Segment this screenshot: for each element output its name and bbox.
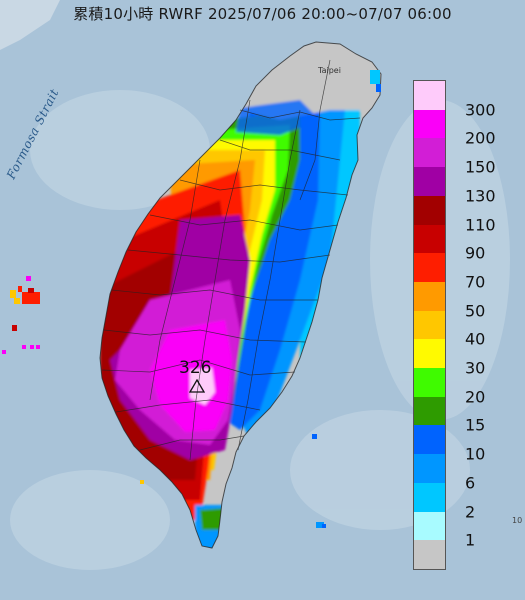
legend-label: 1 xyxy=(465,530,476,550)
legend-label: 30 xyxy=(465,358,486,378)
legend-swatch xyxy=(414,396,445,426)
mainland-coast xyxy=(0,0,60,50)
legend-label: 20 xyxy=(465,387,486,407)
legend-swatch xyxy=(414,138,445,168)
legend-color-bar xyxy=(413,80,446,570)
legend-label: 6 xyxy=(465,473,476,493)
legend-swatch xyxy=(414,167,445,196)
edge-label: 10 xyxy=(512,516,523,525)
map-title: 累積10小時 RWRF 2025/07/06 20:00~07/07 06:00 xyxy=(73,5,452,23)
legend-swatch xyxy=(414,454,445,483)
legend-swatch xyxy=(414,81,445,110)
legend-swatch xyxy=(414,368,445,397)
legend-swatch xyxy=(414,195,445,225)
offshore-islands xyxy=(2,70,381,528)
legend-swatch xyxy=(414,482,445,512)
legend-label: 50 xyxy=(465,301,486,321)
legend-swatch xyxy=(414,310,445,340)
legend-label: 70 xyxy=(465,272,486,292)
legend-swatch xyxy=(414,511,445,541)
legend-label: 150 xyxy=(465,157,496,177)
max-value-label: 326 xyxy=(179,358,212,378)
legend-swatch xyxy=(414,339,445,369)
legend-swatch xyxy=(414,540,445,569)
legend-label: 130 xyxy=(465,186,496,206)
color-legend: 300 200 150 130 110 90 70 50 40 30 20 15 10 6 2 1 xyxy=(413,80,511,570)
legend-swatch xyxy=(414,109,445,139)
city-label: Taipei xyxy=(318,66,341,75)
legend-label: 90 xyxy=(465,243,486,263)
legend-swatch xyxy=(414,425,445,455)
max-triangle-icon xyxy=(189,379,205,393)
legend-swatch xyxy=(414,253,445,282)
boundary-lines xyxy=(99,41,382,549)
legend-label: 200 xyxy=(465,128,496,148)
legend-swatch xyxy=(414,281,445,311)
legend-label: 300 xyxy=(465,100,496,120)
legend-label: 15 xyxy=(465,415,486,435)
legend-label: 10 xyxy=(465,444,486,464)
legend-label: 110 xyxy=(465,215,496,235)
legend-swatch xyxy=(414,224,445,254)
legend-label: 40 xyxy=(465,329,486,349)
legend-label: 2 xyxy=(465,502,476,522)
